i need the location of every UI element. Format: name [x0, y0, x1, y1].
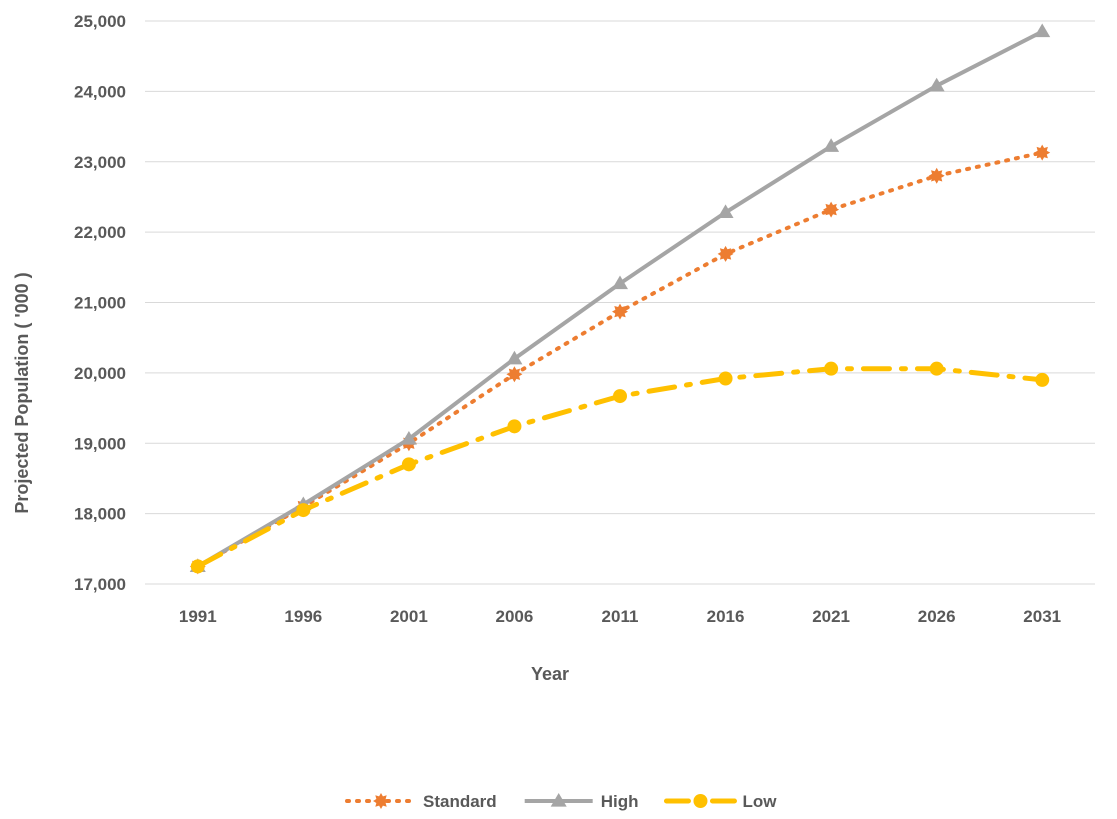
x-tick-label: 2021 [812, 607, 850, 626]
y-axis-ticks: 17,000 18,000 19,000 20,000 21,000 22,000 23,0… [74, 12, 126, 594]
data-point-low [718, 371, 733, 386]
series-low [190, 361, 1050, 574]
series-line-standard [195, 150, 1045, 569]
data-point-low [1035, 372, 1050, 387]
data-point-low [613, 389, 627, 404]
y-axis-title: Projected Population ( '000 ) [12, 272, 32, 513]
legend-label-low: Low [742, 792, 777, 811]
series-line-high [196, 29, 1044, 569]
legend-marker-high [550, 793, 567, 807]
data-point-standard [823, 201, 840, 218]
data-point-standard [1034, 144, 1051, 161]
legend-marker-low [693, 794, 708, 808]
data-point-low [401, 457, 416, 472]
series-high [189, 23, 1051, 573]
x-tick-label: 2011 [602, 607, 639, 626]
data-point-low [824, 361, 839, 376]
x-axis-title: Year [531, 664, 569, 684]
x-tick-label: 2016 [707, 607, 745, 626]
data-point-low [296, 503, 311, 518]
y-tick-label: 20,000 [74, 364, 126, 383]
y-tick-label: 17,000 [74, 575, 126, 594]
data-point-high [717, 204, 734, 219]
y-tick-label: 22,000 [74, 223, 126, 242]
x-axis-ticks: 1991 1996 2001 2006 2011 2016 2021 2026 2031 [179, 607, 1061, 626]
x-tick-label: 1991 [179, 607, 217, 626]
data-point-standard [928, 167, 945, 184]
y-tick-label: 23,000 [74, 153, 126, 172]
data-point-low [190, 559, 205, 574]
data-point-low [929, 361, 944, 376]
legend-item-high: High [524, 792, 639, 811]
y-tick-label: 25,000 [74, 12, 126, 31]
y-tick-label: 18,000 [74, 505, 126, 524]
legend-item-standard: Standard [345, 792, 497, 811]
data-point-standard [717, 245, 734, 262]
x-tick-label: 2006 [496, 607, 534, 626]
x-tick-label: 2031 [1023, 607, 1061, 626]
data-point-low [507, 419, 522, 434]
y-tick-label: 19,000 [74, 434, 126, 453]
legend-marker-standard [373, 793, 389, 809]
data-point-high [400, 431, 417, 445]
x-tick-label: 2001 [390, 607, 428, 626]
legend-item-low: Low [663, 792, 777, 811]
data-point-high [612, 275, 628, 290]
gridlines [145, 20, 1095, 585]
legend-label-standard: Standard [423, 792, 497, 811]
x-tick-label: 1996 [284, 607, 322, 626]
data-point-high [823, 138, 840, 152]
data-point-high [1034, 23, 1051, 38]
data-point-standard [506, 366, 523, 383]
data-point-high [928, 77, 945, 92]
legend-label-high: High [601, 792, 639, 811]
series-standard [189, 144, 1051, 575]
series-lines [189, 23, 1051, 575]
legend: Standard High Low [345, 792, 777, 811]
data-point-standard [612, 303, 628, 320]
data-point-high [506, 350, 523, 365]
y-tick-label: 24,000 [74, 82, 126, 101]
x-tick-label: 2026 [918, 607, 956, 626]
y-tick-label: 21,000 [74, 294, 126, 313]
